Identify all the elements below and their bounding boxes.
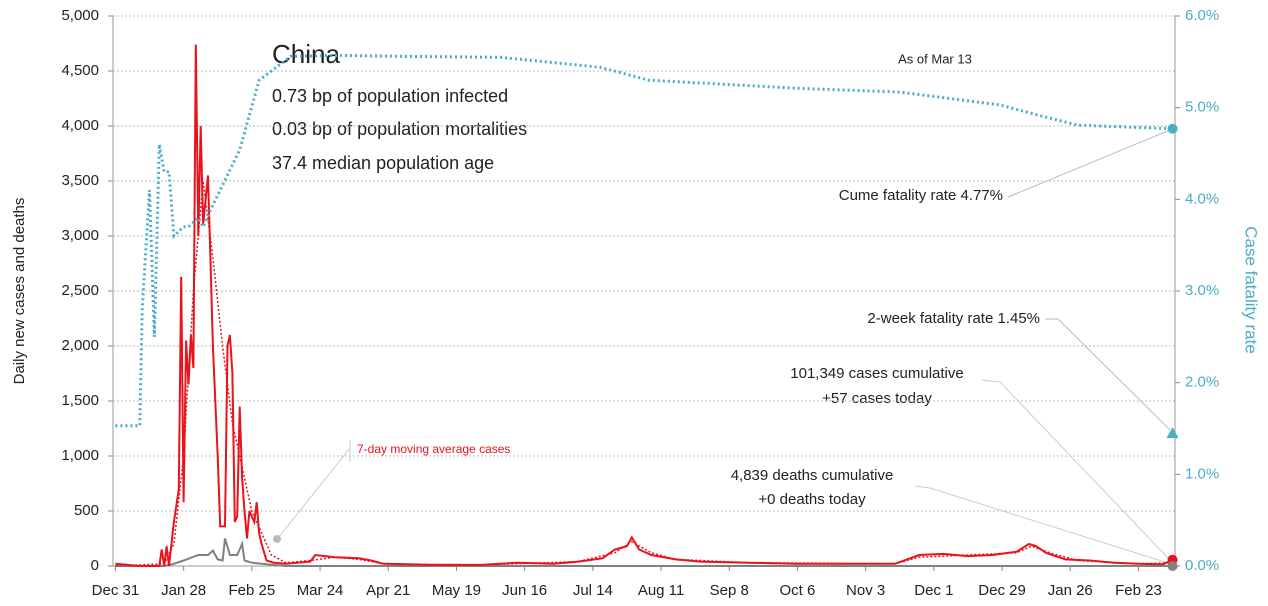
x-tick-label: Jan 28 [161,582,206,599]
y2-tick-label: 4.0% [1185,190,1219,207]
x-tick-label: Dec 29 [978,582,1026,599]
series-line [115,180,1173,567]
y-tick-label: 4,500 [61,62,99,79]
y-tick-label: 0 [91,557,99,574]
note: 0.03 bp of population mortalities [272,119,527,139]
cfr-marker [1167,123,1178,134]
y2-tick-label: 0.0% [1185,557,1219,574]
x-tick-label: Feb 23 [1115,582,1162,599]
x-tick-label: Jan 26 [1048,582,1093,599]
y-tick-label: 5,000 [61,7,99,24]
series-line [115,53,1173,428]
annotation: 4,839 deaths cumulative [731,467,894,484]
y2-tick-label: 3.0% [1185,282,1219,299]
annotations: China 0.73 bp of population infected 0.0… [272,39,1171,564]
note: 0.73 bp of population infected [272,86,508,106]
annotation: 101,349 cases cumulative [790,365,963,382]
note: 37.4 median population age [272,153,494,173]
y-tick-label: 3,000 [61,227,99,244]
leader-line [277,447,351,539]
as-of: As of Mar 13 [898,51,972,66]
y-tick-label: 3,500 [61,172,99,189]
y2-tick-label: 1.0% [1185,465,1219,482]
x-tick-label: Aug 11 [638,582,684,599]
y-axis-label: Daily new cases and deaths [11,198,28,385]
y-tick-label: 2,000 [61,337,99,354]
x-tick-label: Oct 6 [780,582,816,599]
y-tick-label: 4,000 [61,117,99,134]
annotation: Cume fatality rate 4.77% [839,187,1003,204]
x-tick-label: Apr 21 [366,582,410,599]
annotation: +0 deaths today [758,491,866,508]
x-tick-label: Jun 16 [502,582,547,599]
y-tick-label: 2,500 [61,282,99,299]
end-marker [1167,561,1178,571]
leader-line [981,379,1169,559]
y2-axis-label: Case fatality rate [1242,226,1261,354]
x-tick-label: Feb 25 [228,582,275,599]
x-tick-label: Dec 1 [914,582,953,599]
x-tick-label: Nov 3 [846,582,885,599]
x-tick-label: Mar 24 [297,582,344,599]
leader-line [1045,318,1171,431]
series-line [115,44,1174,567]
y-tick-label: 1,500 [61,392,99,409]
x-tick-label: May 19 [432,582,481,599]
y2-tick-label: 6.0% [1185,7,1219,24]
leader-line [914,485,1169,564]
x-tick-label: Jul 14 [573,582,613,599]
annotation: 2-week fatality rate 1.45% [867,310,1040,327]
two-week-marker [1166,427,1179,439]
annotation: +57 cases today [822,390,932,407]
leader-dot [273,535,281,543]
leader-line [1007,129,1171,198]
y-tick-label: 1,000 [61,447,99,464]
y2-tick-label: 2.0% [1185,374,1219,391]
series-line [115,538,1173,567]
x-tick-label: Sep 8 [710,582,749,599]
x-tick-label: Dec 31 [92,582,140,599]
y2-tick-label: 5.0% [1185,99,1219,116]
annotation: 7-day moving average cases [357,442,510,456]
y-tick-label: 500 [74,502,99,519]
chart-title: China [272,39,340,69]
